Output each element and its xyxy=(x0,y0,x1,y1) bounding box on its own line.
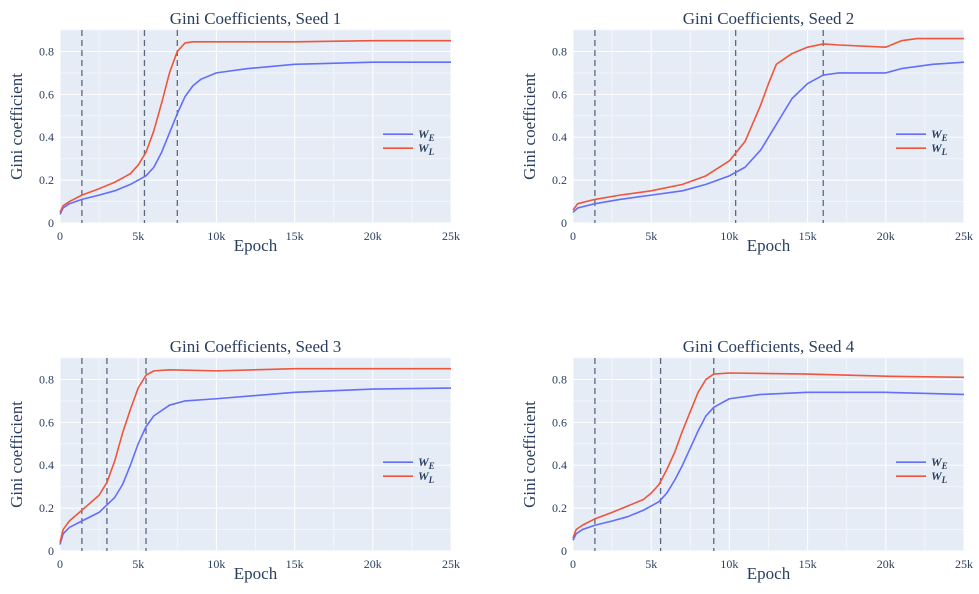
x-tick-label: 15k xyxy=(799,229,817,243)
series-line-w-l xyxy=(59,367,451,543)
x-tick-label: 0 xyxy=(570,229,576,243)
y-tick-label: 0.4 xyxy=(39,458,54,472)
x-axis-label: Epoch xyxy=(234,236,278,255)
series-line-w-e xyxy=(572,391,965,541)
series-line-w-l xyxy=(572,37,964,211)
chart-panel-4: 0 5k 10k 15k 20k 25k 0 0.2 0.4 0.6 0.8 Gini Coeffic… xyxy=(520,337,973,583)
series-line-w-l xyxy=(572,372,965,539)
legend-label: WL xyxy=(418,469,435,485)
series-line-w-e xyxy=(59,387,452,545)
x-tick-label: 25k xyxy=(955,557,973,571)
legend-label: WL xyxy=(931,469,948,485)
x-tick-label: 25k xyxy=(955,229,973,243)
x-tick-label: 15k xyxy=(286,557,304,571)
x-axis-label: Epoch xyxy=(747,236,791,255)
y-tick-label: 0.2 xyxy=(552,501,567,515)
x-tick-label: 10k xyxy=(207,557,225,571)
chart-panel-3: 0 5k 10k 15k 20k 25k 0 0.2 0.4 0.6 0.8 Gini Coeffic… xyxy=(7,337,460,583)
y-axis-label: Gini coefficient xyxy=(7,401,26,508)
x-tick-label: 10k xyxy=(207,229,225,243)
series-line-w-e xyxy=(59,61,451,215)
x-tick-label: 20k xyxy=(364,229,382,243)
y-tick-label: 0.6 xyxy=(552,87,567,101)
x-tick-label: 20k xyxy=(877,229,895,243)
x-tick-label: 0 xyxy=(570,557,576,571)
y-axis-label: Gini coefficient xyxy=(7,73,26,180)
y-tick-label: 0.4 xyxy=(552,458,567,472)
legend-label: WL xyxy=(931,141,948,157)
legend-label: WE xyxy=(931,455,948,471)
y-tick-label: 0.8 xyxy=(39,372,54,386)
chart-title: Gini Coefficients, Seed 1 xyxy=(170,9,342,28)
chart-panel-1: 0 5k 10k 15k 20k 25k 0 0.2 0.4 0.6 0.8 Gini Coeffic… xyxy=(7,9,460,255)
x-tick-label: 20k xyxy=(364,557,382,571)
x-axis-label: Epoch xyxy=(234,564,278,583)
y-tick-label: 0 xyxy=(48,544,54,558)
chart-title: Gini Coefficients, Seed 2 xyxy=(683,9,855,28)
y-tick-label: 0.4 xyxy=(552,130,567,144)
x-tick-label: 0 xyxy=(57,557,63,571)
y-axis-label: Gini coefficient xyxy=(520,401,539,508)
y-tick-label: 0.8 xyxy=(39,44,54,58)
y-tick-label: 0 xyxy=(561,544,567,558)
chart-title: Gini Coefficients, Seed 4 xyxy=(683,337,855,356)
y-tick-label: 0 xyxy=(48,216,54,230)
y-tick-label: 0.6 xyxy=(552,415,567,429)
x-tick-label: 10k xyxy=(720,229,738,243)
legend-label: WE xyxy=(418,455,435,471)
x-tick-label: 10k xyxy=(720,557,738,571)
series-line-w-e xyxy=(572,61,965,213)
y-tick-label: 0.8 xyxy=(552,44,567,58)
legend-label: WL xyxy=(418,141,435,157)
x-tick-label: 25k xyxy=(442,557,460,571)
x-tick-label: 20k xyxy=(877,557,895,571)
legend-label: WE xyxy=(418,127,435,143)
series-line-w-l xyxy=(59,39,451,213)
y-tick-label: 0 xyxy=(561,216,567,230)
y-tick-label: 0.6 xyxy=(39,87,54,101)
x-tick-label: 5k xyxy=(132,557,144,571)
x-tick-label: 5k xyxy=(645,557,657,571)
y-tick-label: 0.2 xyxy=(39,173,54,187)
chart-panel-2: 0 5k 10k 15k 20k 25k 0 0.2 0.4 0.6 0.8 Gini Coeffic… xyxy=(520,9,973,255)
x-tick-label: 15k xyxy=(799,557,817,571)
legend-label: WE xyxy=(931,127,948,143)
y-tick-label: 0.2 xyxy=(39,501,54,515)
y-tick-label: 0.8 xyxy=(552,372,567,386)
y-tick-label: 0.2 xyxy=(552,173,567,187)
x-tick-label: 15k xyxy=(286,229,304,243)
x-tick-label: 5k xyxy=(132,229,144,243)
y-tick-label: 0.6 xyxy=(39,415,54,429)
y-axis-label: Gini coefficient xyxy=(520,73,539,180)
x-tick-label: 0 xyxy=(57,229,63,243)
chart-title: Gini Coefficients, Seed 3 xyxy=(170,337,342,356)
x-axis-label: Epoch xyxy=(747,564,791,583)
x-tick-label: 25k xyxy=(442,229,460,243)
y-tick-label: 0.4 xyxy=(39,130,54,144)
x-tick-label: 5k xyxy=(645,229,657,243)
